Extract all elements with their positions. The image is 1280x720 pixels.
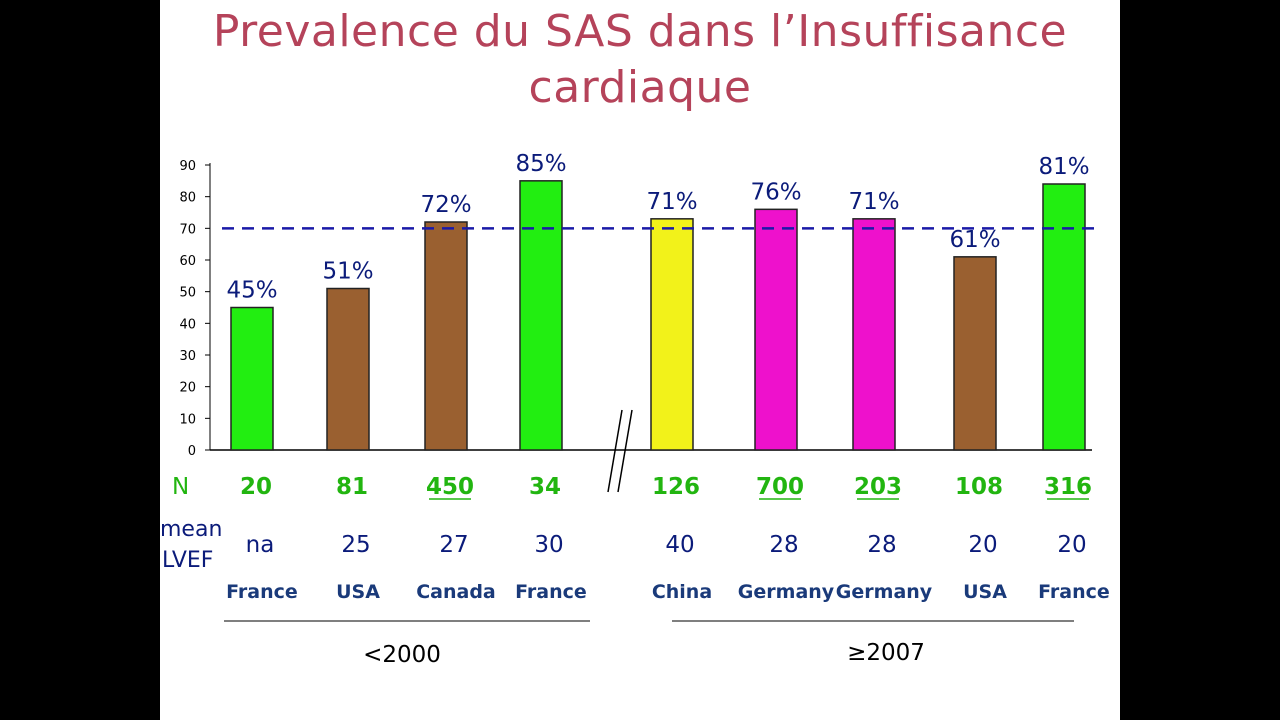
y-tick-label: 70: [179, 222, 196, 237]
bar-value-label: 76%: [750, 179, 801, 205]
n-value: 316: [1044, 474, 1092, 500]
y-tick-label: 50: [179, 286, 196, 301]
y-tick-label: 80: [179, 191, 196, 206]
n-value: 700: [756, 474, 804, 500]
bar-value-label: 71%: [848, 189, 899, 215]
period-label: <2000: [363, 642, 441, 668]
bars: [230, 180, 1086, 451]
bar-value-labels: 45% 51% 72% 85% 71% 76% 71% 61% 81%: [226, 151, 1089, 304]
bar: [519, 180, 563, 451]
n-value: 34: [529, 474, 561, 500]
n-value: 20: [240, 474, 272, 500]
period-groups: <2000 ≥2007: [224, 620, 1074, 668]
chart-title-line-2: cardiaque: [528, 62, 752, 113]
country-label: China: [652, 581, 712, 603]
y-tick-label: 20: [179, 381, 196, 396]
country-label: Germany: [836, 581, 933, 603]
bar-value-label: 51%: [322, 259, 373, 285]
y-tick-label: 30: [179, 349, 196, 364]
bar-value-label: 85%: [515, 151, 566, 177]
bar-value-label: 45%: [226, 278, 277, 304]
bar: [424, 221, 468, 451]
y-tick-label: 40: [179, 317, 196, 332]
table-rows: N mean LVEF 20 na France 81 25 USA 450 27 Canada…: [160, 474, 1110, 603]
bar: [230, 306, 274, 451]
lvef-value: 20: [968, 532, 997, 558]
n-value: 126: [652, 474, 700, 500]
lvef-value: 20: [1057, 532, 1086, 558]
country-label: Germany: [738, 581, 835, 603]
bar: [326, 287, 370, 451]
bar-value-label: 71%: [646, 189, 697, 215]
bar: [1042, 183, 1086, 451]
n-value: 203: [854, 474, 902, 500]
country-label: France: [515, 581, 587, 603]
country-label: USA: [336, 581, 380, 603]
bar: [650, 218, 694, 451]
bar-value-label: 81%: [1038, 154, 1089, 180]
n-value: 450: [426, 474, 474, 500]
lvef-value: 25: [341, 532, 370, 558]
chart-title: Prevalence du SAS dans l’Insuffisance ca…: [160, 4, 1120, 116]
axis-break: [607, 409, 633, 493]
row-label-lvef-2: LVEF: [162, 548, 213, 573]
country-label: Canada: [416, 581, 496, 603]
n-value: 81: [336, 474, 368, 500]
lvef-value: 40: [665, 532, 694, 558]
lvef-value: 27: [439, 532, 468, 558]
axis-break-mark: [607, 409, 623, 493]
chart-title-line-1: Prevalence du SAS dans l’Insuffisance: [212, 6, 1068, 57]
n-value: 108: [955, 474, 1003, 500]
bar: [953, 256, 997, 451]
axis-break-mark: [617, 409, 633, 493]
bar: [754, 208, 798, 451]
y-tick-label: 90: [179, 159, 196, 174]
lvef-value: na: [246, 532, 275, 558]
y-tick-label: 60: [179, 254, 196, 269]
y-tick-label: 10: [179, 412, 196, 427]
country-label: USA: [963, 581, 1007, 603]
country-label: France: [1038, 581, 1110, 603]
y-tick-label: 0: [188, 444, 196, 459]
country-label: France: [226, 581, 298, 603]
lvef-value: 30: [534, 532, 563, 558]
bar-value-label: 61%: [949, 227, 1000, 253]
lvef-value: 28: [867, 532, 896, 558]
lvef-value: 28: [769, 532, 798, 558]
row-label-n: N: [172, 474, 189, 500]
row-label-lvef-1: mean: [160, 517, 222, 542]
bar: [852, 218, 896, 451]
bar-value-label: 72%: [420, 192, 471, 218]
period-label: ≥2007: [847, 640, 925, 666]
